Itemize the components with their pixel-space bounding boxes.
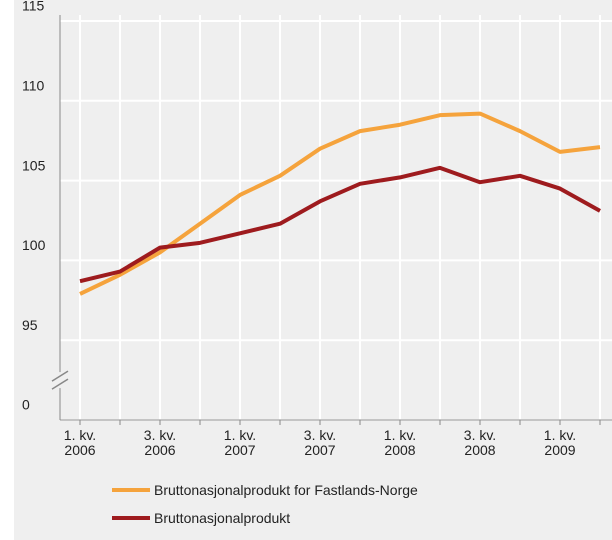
x-tick-label: 1. kv. 2007 — [223, 427, 257, 458]
y-tick-label: 105 — [22, 157, 46, 173]
y-tick-label: 0 — [22, 397, 30, 413]
legend-item: Bruttonasjonalprodukt — [112, 510, 290, 526]
x-tick-label: 1. kv. 2006 — [63, 427, 97, 458]
y-tick-label: 110 — [22, 78, 45, 94]
axis-break — [51, 370, 69, 382]
x-tick-label: 1. kv. 2008 — [383, 427, 417, 458]
y-tick-label: 115 — [22, 0, 45, 14]
x-tick-label: 3. kv. 2006 — [143, 427, 177, 458]
y-tick-label: 95 — [22, 317, 38, 333]
legend-label: Bruttonasjonalprodukt — [154, 510, 291, 526]
legend-item: Bruttonasjonalprodukt for Fastlands-Norg… — [112, 482, 418, 498]
x-tick-label: 1. kv. 2009 — [543, 427, 577, 458]
x-tick-label: 3. kv. 2007 — [303, 427, 337, 458]
legend-label: Bruttonasjonalprodukt for Fastlands-Norg… — [154, 482, 418, 498]
line-series — [79, 165, 601, 284]
legend-swatch — [112, 488, 150, 492]
background — [14, 0, 612, 540]
legend-swatch — [112, 516, 150, 520]
x-tick-label: 3. kv. 2008 — [463, 427, 497, 458]
axis-break — [51, 378, 69, 390]
axis-break-gap — [50, 372, 70, 389]
y-tick-label: 100 — [22, 237, 46, 253]
